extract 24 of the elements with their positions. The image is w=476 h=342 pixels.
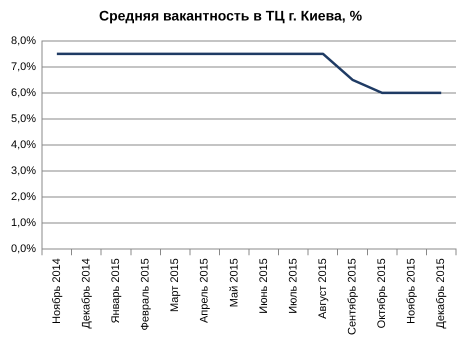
y-tick-label: 7,0% — [10, 60, 36, 73]
y-tick-label: 3,0% — [10, 165, 36, 178]
y-tick-label: 8,0% — [10, 34, 36, 47]
x-tick-label: Март 2015 — [169, 258, 182, 312]
x-tick-label: Январь 2015 — [110, 258, 122, 324]
x-tick-label: Сентябрь 2015 — [346, 258, 359, 336]
x-tick-label: Июль 2015 — [287, 258, 300, 314]
x-tick-label: Февраль 2015 — [140, 258, 152, 330]
x-tick-label: Октябрь 2015 — [376, 258, 388, 328]
x-tick-label: Декабрь 2015 — [435, 258, 448, 329]
y-tick-label: 6,0% — [10, 86, 36, 99]
x-tick-label: Июнь 2015 — [258, 258, 270, 314]
x-tick-label: Декабрь 2014 — [80, 258, 92, 329]
chart-title: Средняя вакантность в ТЦ г. Киева, % — [98, 7, 363, 24]
x-tick-label: Май 2015 — [228, 258, 240, 308]
y-tick-label: 0,0% — [10, 243, 36, 256]
x-tick-label: Апрель 2015 — [198, 258, 211, 324]
y-tick-label: 1,0% — [10, 217, 36, 230]
x-tick-label: Август 2015 — [316, 258, 329, 319]
y-tick-label: 2,0% — [10, 191, 36, 204]
x-tick-label: Ноябрь 2015 — [406, 258, 418, 324]
y-tick-label: 5,0% — [10, 112, 36, 125]
x-tick-label: Ноябрь 2014 — [50, 258, 63, 324]
y-tick-label: 4,0% — [10, 139, 36, 152]
